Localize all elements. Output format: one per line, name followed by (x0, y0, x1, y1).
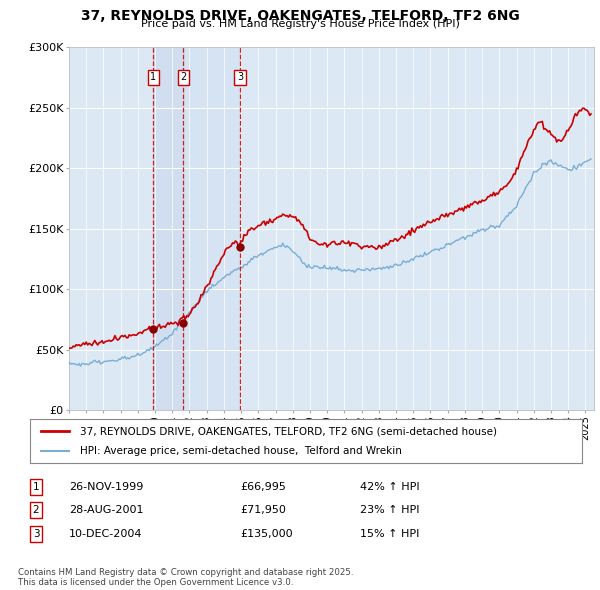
Text: 15% ↑ HPI: 15% ↑ HPI (360, 529, 419, 539)
Text: 26-NOV-1999: 26-NOV-1999 (69, 482, 143, 491)
Text: £71,950: £71,950 (240, 506, 286, 515)
Text: 2: 2 (32, 506, 40, 515)
Text: 23% ↑ HPI: 23% ↑ HPI (360, 506, 419, 515)
Text: 1: 1 (32, 482, 40, 491)
Text: 37, REYNOLDS DRIVE, OAKENGATES, TELFORD, TF2 6NG: 37, REYNOLDS DRIVE, OAKENGATES, TELFORD,… (80, 9, 520, 23)
Text: 3: 3 (32, 529, 40, 539)
Text: 10-DEC-2004: 10-DEC-2004 (69, 529, 143, 539)
Bar (154, 47, 184, 410)
Text: 3: 3 (237, 73, 244, 83)
Text: 42% ↑ HPI: 42% ↑ HPI (360, 482, 419, 491)
Text: HPI: Average price, semi-detached house,  Telford and Wrekin: HPI: Average price, semi-detached house,… (80, 446, 401, 455)
Text: 2: 2 (181, 73, 187, 83)
Bar (184, 47, 240, 410)
Text: £135,000: £135,000 (240, 529, 293, 539)
Text: 1: 1 (150, 73, 157, 83)
Text: £66,995: £66,995 (240, 482, 286, 491)
Text: Contains HM Land Registry data © Crown copyright and database right 2025.
This d: Contains HM Land Registry data © Crown c… (18, 568, 353, 587)
Text: 28-AUG-2001: 28-AUG-2001 (69, 506, 143, 515)
Text: 37, REYNOLDS DRIVE, OAKENGATES, TELFORD, TF2 6NG (semi-detached house): 37, REYNOLDS DRIVE, OAKENGATES, TELFORD,… (80, 427, 497, 436)
Text: Price paid vs. HM Land Registry's House Price Index (HPI): Price paid vs. HM Land Registry's House … (140, 19, 460, 29)
